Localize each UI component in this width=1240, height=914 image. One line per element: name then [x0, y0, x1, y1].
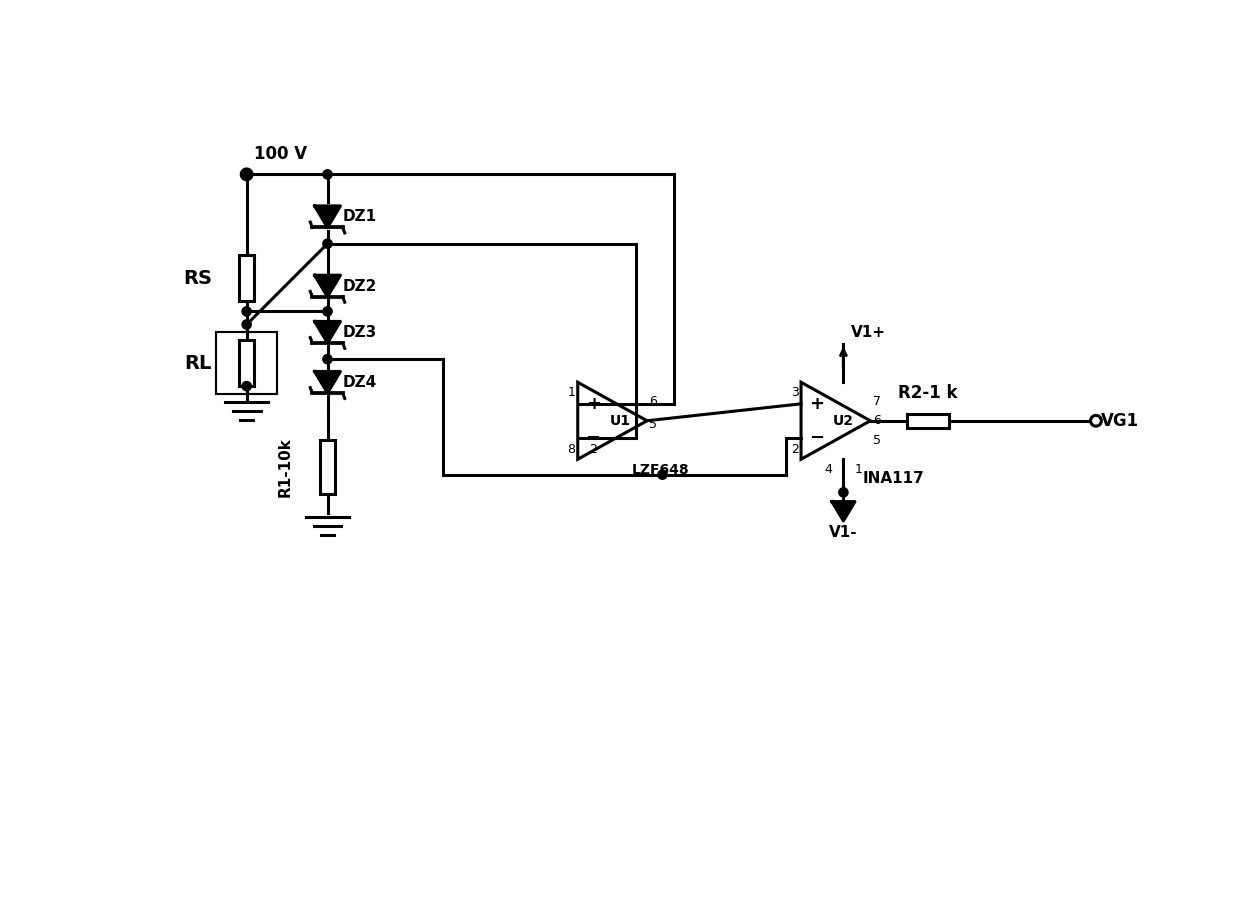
Text: RL: RL — [185, 354, 212, 373]
Text: +: + — [585, 395, 600, 413]
Text: DZ1: DZ1 — [343, 209, 377, 224]
Text: DZ2: DZ2 — [343, 279, 377, 293]
Circle shape — [322, 307, 332, 316]
Circle shape — [838, 488, 848, 497]
Text: R2-1 k: R2-1 k — [898, 384, 957, 401]
Text: 1: 1 — [854, 463, 863, 476]
Text: DZ3: DZ3 — [343, 324, 377, 340]
Text: 8: 8 — [568, 442, 575, 456]
Text: U1: U1 — [610, 414, 631, 428]
Circle shape — [242, 169, 252, 180]
Text: R1-10k: R1-10k — [278, 437, 293, 497]
Text: −: − — [585, 429, 600, 447]
Bar — [239, 340, 254, 386]
Circle shape — [242, 307, 252, 316]
Text: VG1: VG1 — [1101, 412, 1140, 430]
Text: 4: 4 — [825, 463, 832, 476]
Circle shape — [658, 470, 667, 479]
Bar — [906, 414, 950, 428]
Text: RS: RS — [184, 269, 212, 288]
Polygon shape — [315, 275, 341, 297]
Text: 6: 6 — [873, 414, 880, 427]
Polygon shape — [832, 502, 854, 521]
Text: 7: 7 — [873, 395, 880, 408]
Text: 5: 5 — [873, 433, 880, 447]
Text: LZF648: LZF648 — [631, 463, 689, 477]
Text: INA117: INA117 — [863, 471, 924, 486]
Text: 6: 6 — [650, 395, 657, 408]
Text: V1-: V1- — [830, 525, 858, 539]
Circle shape — [242, 381, 252, 390]
Text: −: − — [808, 429, 825, 447]
Text: 5: 5 — [650, 418, 657, 431]
Circle shape — [1090, 415, 1101, 426]
Text: DZ4: DZ4 — [343, 375, 377, 389]
Circle shape — [242, 320, 252, 329]
Circle shape — [242, 170, 252, 179]
Text: V1+: V1+ — [851, 324, 887, 340]
Text: 2: 2 — [791, 442, 799, 456]
Text: 100 V: 100 V — [254, 144, 308, 163]
Bar — [320, 440, 335, 494]
Bar — [239, 255, 254, 302]
Bar — [216, 332, 278, 394]
Polygon shape — [315, 371, 341, 393]
Circle shape — [322, 355, 332, 364]
Circle shape — [322, 239, 332, 249]
Polygon shape — [315, 322, 341, 343]
Text: +: + — [808, 395, 823, 413]
Text: 1: 1 — [568, 386, 575, 399]
Polygon shape — [315, 206, 341, 228]
Text: 3: 3 — [791, 386, 799, 399]
Text: 2: 2 — [589, 442, 598, 456]
Circle shape — [322, 170, 332, 179]
Text: U2: U2 — [833, 414, 854, 428]
